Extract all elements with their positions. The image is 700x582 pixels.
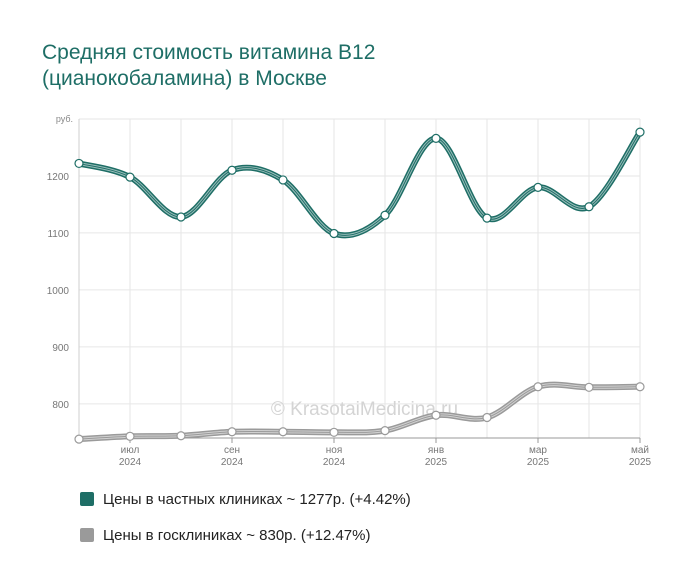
y-tick-label: 1000 — [47, 286, 70, 297]
y-tick-label: 1200 — [47, 172, 70, 183]
series-public-point — [329, 427, 339, 437]
x-tick-label-year: 2025 — [425, 457, 448, 468]
series-private-point — [533, 182, 543, 192]
series-private-line-core — [78, 131, 641, 236]
legend-item-public[interactable]: Цены в госклиниках ~ 830р. (+12.47%) — [80, 524, 411, 546]
series-public-point — [74, 434, 84, 444]
chart-title-line-2: (цианокобаламина) в Москве — [42, 67, 327, 90]
series-public-point — [533, 382, 543, 392]
series-private-point — [635, 127, 645, 137]
x-tick-label-month: ноя — [326, 445, 343, 456]
x-tick-label-month: янв — [428, 445, 444, 456]
series-public-point — [176, 431, 186, 441]
x-tick-label-month: мар — [529, 445, 547, 456]
chart-title-line-1: Средняя стоимость витамина В12 — [42, 41, 376, 64]
series-private-point — [431, 133, 441, 143]
series-private-point — [125, 172, 135, 182]
series-private-point — [584, 202, 594, 212]
y-tick-label: 1100 — [47, 229, 69, 240]
legend-swatch-public — [80, 528, 94, 542]
series-public-point — [125, 431, 135, 441]
y-tick-label: 900 — [52, 343, 69, 354]
series-public-point — [635, 382, 645, 392]
x-tick-label-month: май — [631, 445, 649, 456]
series-public-point — [380, 425, 390, 436]
series-public-point — [278, 427, 288, 437]
series-public-point — [584, 382, 594, 392]
series-private-point — [227, 165, 237, 175]
series-public-point — [482, 412, 492, 423]
series-private-line-stripe — [78, 131, 642, 237]
series-private-point — [278, 175, 288, 185]
series-private-point — [74, 158, 84, 169]
series-private-point — [380, 210, 390, 220]
y-tick-label: 800 — [52, 400, 69, 411]
series-public-point — [431, 410, 441, 420]
x-tick-label-year: 2024 — [323, 457, 346, 468]
legend-label-public: Цены в госклиниках ~ 830р. (+12.47%) — [103, 526, 371, 544]
series-private-line — [76, 129, 643, 239]
x-tick-label-year: 2024 — [221, 457, 244, 468]
x-tick-label-month: сен — [224, 445, 240, 456]
x-tick-label-year: 2025 — [629, 457, 652, 468]
series-private-point — [482, 213, 492, 223]
x-tick-label-year: 2024 — [119, 457, 142, 468]
legend: Цены в частных клиниках ~ 1277р. (+4.42%… — [80, 488, 411, 560]
watermark: © KrasotaiMedicina.ru — [271, 399, 458, 420]
x-tick-label-year: 2025 — [527, 457, 550, 468]
series-public-point — [227, 427, 237, 437]
legend-item-private[interactable]: Цены в частных клиниках ~ 1277р. (+4.42%… — [80, 488, 411, 510]
x-tick-label-month: июл — [121, 445, 140, 456]
y-unit-label: руб. — [56, 114, 73, 124]
legend-label-private: Цены в частных клиниках ~ 1277р. (+4.42%… — [103, 490, 411, 508]
series-private-point — [329, 228, 339, 239]
legend-swatch-private — [80, 492, 94, 506]
series-private-point — [176, 212, 186, 222]
chart-title: Средняя стоимость витамина В12 (цианокоб… — [42, 40, 642, 92]
line-chart: 800900100011001200руб.июл2024сен2024ноя2… — [47, 114, 652, 468]
